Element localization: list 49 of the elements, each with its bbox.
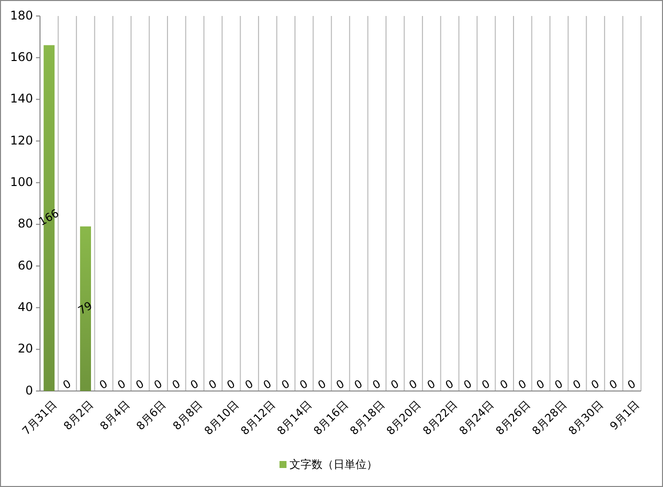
data-label: 0 — [461, 377, 474, 392]
data-label: 0 — [279, 377, 292, 392]
y-tick-label: 120 — [10, 133, 33, 148]
data-label: 0 — [625, 377, 638, 392]
data-label: 0 — [97, 377, 110, 392]
x-tick-label: 8月6日 — [134, 398, 169, 433]
y-tick-label: 160 — [10, 50, 33, 64]
y-tick-label: 20 — [18, 342, 33, 356]
data-label: 0 — [170, 377, 183, 392]
data-label: 0 — [516, 377, 529, 392]
y-tick-label: 80 — [18, 216, 33, 231]
data-label: 0 — [370, 377, 383, 392]
data-label: 0 — [134, 377, 146, 392]
data-label: 0 — [406, 377, 420, 392]
data-label: 0 — [242, 377, 256, 392]
data-label: 0 — [298, 377, 310, 392]
data-label: 166 — [36, 206, 62, 229]
data-label: 0 — [152, 377, 164, 392]
data-label: 0 — [588, 377, 602, 392]
y-tick-label: 40 — [18, 300, 33, 314]
x-tick-label: 7月31日 — [20, 398, 60, 438]
data-label: 0 — [352, 377, 365, 392]
data-label: 0 — [60, 377, 74, 392]
legend-label: 文字数（日単位） — [290, 458, 378, 472]
data-label: 0 — [480, 377, 492, 392]
data-label: 79 — [76, 299, 95, 318]
data-label: 0 — [534, 377, 547, 392]
data-label: 0 — [188, 377, 201, 392]
data-label: 0 — [425, 377, 438, 392]
x-tick-label: 8月2日 — [61, 398, 96, 433]
y-tick-label: 0 — [25, 383, 33, 398]
data-label: 0 — [115, 377, 128, 392]
x-tick-label: 8月4日 — [98, 398, 132, 433]
data-label: 0 — [334, 377, 347, 392]
y-tick-label: 60 — [18, 258, 33, 272]
y-tick-label: 180 — [10, 8, 33, 22]
data-label: 0 — [388, 377, 402, 392]
y-tick-label: 140 — [10, 92, 33, 106]
data-label: 0 — [316, 377, 328, 392]
data-label: 0 — [224, 377, 238, 392]
data-label: 0 — [206, 377, 220, 392]
data-label: 0 — [552, 377, 566, 392]
data-label: 0 — [607, 377, 620, 392]
data-label: 0 — [261, 377, 274, 392]
data-label: 0 — [498, 377, 510, 392]
data-label: 0 — [570, 377, 584, 392]
x-tick-label: 9月1日 — [607, 398, 642, 433]
y-tick-label: 100 — [10, 174, 33, 189]
data-label: 0 — [443, 377, 456, 392]
